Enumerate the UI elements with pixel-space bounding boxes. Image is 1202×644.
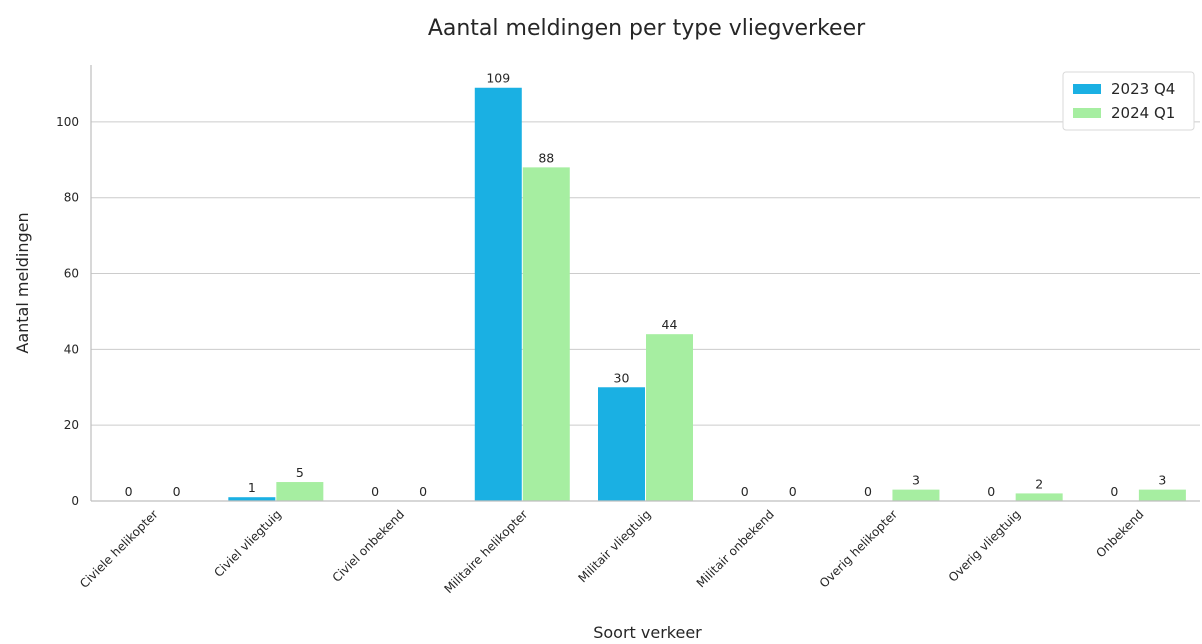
x-tick-label: Overig vliegtuig xyxy=(946,507,1024,585)
bar-series1 xyxy=(228,497,276,501)
legend: 2023 Q4 2024 Q1 xyxy=(1062,71,1195,131)
y-tick-label: 80 xyxy=(64,191,79,205)
x-tick-label: Civiel vliegtuig xyxy=(211,507,284,580)
legend-label: 2024 Q1 xyxy=(1111,104,1175,122)
bar-series1 xyxy=(474,87,522,501)
data-label: 88 xyxy=(538,150,554,165)
bar-series2 xyxy=(1138,489,1186,501)
y-tick-label: 100 xyxy=(56,115,79,129)
data-label: 0 xyxy=(419,484,427,499)
bar-series2 xyxy=(276,482,324,501)
y-tick-label: 20 xyxy=(64,418,79,432)
gridlines xyxy=(91,121,1200,426)
data-label: 2 xyxy=(1035,476,1043,491)
legend-label: 2023 Q4 xyxy=(1111,80,1175,98)
data-label: 1 xyxy=(248,480,256,495)
data-label: 44 xyxy=(662,317,678,332)
data-label: 0 xyxy=(371,484,379,499)
data-label: 5 xyxy=(296,465,304,480)
y-axis-label: Aantal meldingen xyxy=(13,212,32,353)
bar-series2 xyxy=(646,334,693,501)
data-label: 3 xyxy=(912,473,920,488)
y-tick-label: 40 xyxy=(64,342,79,356)
data-label: 0 xyxy=(864,484,872,499)
x-tick-label: Onbekend xyxy=(1093,507,1146,560)
bars xyxy=(228,87,1186,501)
data-label: 0 xyxy=(173,484,181,499)
x-tick-label: Civiel onbekend xyxy=(330,507,408,585)
data-label: 0 xyxy=(1110,484,1118,499)
x-tick-label: Overig helikopter xyxy=(817,507,900,590)
data-label: 0 xyxy=(125,484,133,499)
bar-series1 xyxy=(598,387,645,501)
legend-swatch xyxy=(1073,84,1101,94)
legend-swatch xyxy=(1073,108,1101,118)
bar-series2 xyxy=(1015,493,1063,501)
data-label: 109 xyxy=(486,71,510,86)
bar-series2 xyxy=(892,489,940,501)
x-tick-label: Militair onbekend xyxy=(694,507,777,590)
data-label: 3 xyxy=(1158,473,1166,488)
x-tick-label: Militaire helikopter xyxy=(441,507,530,596)
x-axis-label: Soort verkeer xyxy=(593,623,702,642)
x-tick-label: Civiele helikopter xyxy=(77,507,161,591)
data-label: 0 xyxy=(789,484,797,499)
data-label: 30 xyxy=(614,370,630,385)
data-label: 0 xyxy=(987,484,995,499)
data-labels: 0 1 0 109 30 0 0 0 0 0 5 0 88 44 0 3 2 3 xyxy=(125,71,1167,499)
y-tick-label: 0 xyxy=(71,494,79,508)
chart-title: Aantal meldingen per type vliegverkeer xyxy=(428,16,866,41)
data-label: 0 xyxy=(741,484,749,499)
y-tick-label: 60 xyxy=(64,267,79,281)
bar-series2 xyxy=(522,167,570,501)
x-tick-label: Militair vliegtuig xyxy=(575,507,653,585)
